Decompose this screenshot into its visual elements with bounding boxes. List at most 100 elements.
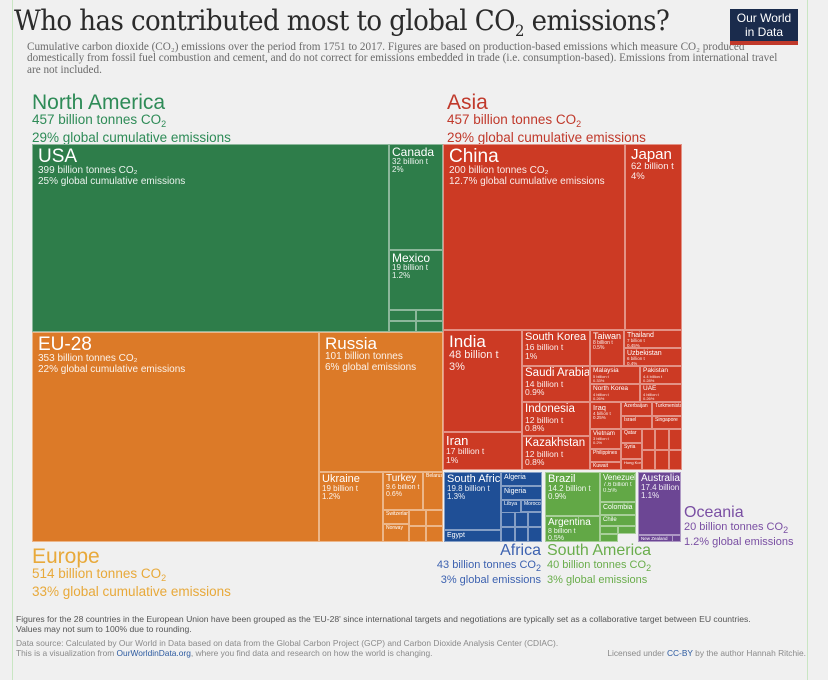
treemap-cell-ukraine[interactable]: Ukraine 19 billion t 1.2%: [319, 472, 383, 542]
treemap-cell-russia[interactable]: Russia 101 billion tonnes 6% global emissi…: [319, 332, 443, 472]
treemap-cell-uae[interactable]: UAE 4 billion t 0.26%: [640, 384, 682, 402]
cell-value: 17.4 billion t: [641, 483, 681, 492]
cell-share: 0.26%: [643, 395, 655, 401]
treemap-cell-small-country[interactable]: [618, 526, 636, 534]
treemap-cell-vietnam[interactable]: Vietnam 3 billion t 0.2%: [590, 429, 621, 449]
treemap-cell-switzerland[interactable]: Switzerland: [383, 510, 409, 524]
cell-country-name: Azerbaijan: [624, 403, 648, 409]
treemap-cell-small-country[interactable]: [416, 321, 443, 332]
treemap-cell-nigeria[interactable]: Nigeria: [501, 486, 542, 500]
treemap-cell-mexico[interactable]: Mexico 19 billion t 1.2%: [389, 250, 443, 310]
cc-by-link[interactable]: CC-BY: [666, 648, 693, 658]
treemap-cell-south-africa[interactable]: South Africa 19.8 billion t 1.3%: [444, 472, 501, 530]
treemap-cell-canada[interactable]: Canada 32 billion t 2%: [389, 144, 443, 250]
treemap-cell-india[interactable]: India 48 billion t 3%: [443, 330, 522, 432]
treemap-cell-small-country[interactable]: [668, 449, 682, 470]
treemap-cell-small-country[interactable]: [528, 527, 542, 542]
region-name: Oceania: [684, 504, 744, 521]
treemap-cell-colombia[interactable]: Colombia: [600, 502, 636, 515]
cell-country-name: Russia: [325, 334, 377, 353]
treemap-cell-iran[interactable]: Iran 17 billion t 1%: [443, 432, 522, 470]
treemap-cell-chile[interactable]: Chile: [600, 515, 636, 526]
treemap-cell-small-country[interactable]: [501, 512, 515, 527]
treemap-cell-small-country[interactable]: [672, 535, 681, 542]
treemap-cell-norway[interactable]: Norway: [383, 524, 409, 542]
cell-country-name: South Africa: [447, 473, 501, 485]
treemap-cell-indonesia[interactable]: Indonesia 12 billion t 0.8%: [522, 402, 590, 436]
cell-country-name: Philippines: [593, 450, 618, 456]
treemap-cell-south-korea[interactable]: South Korea 16 billion t 1%: [522, 330, 590, 366]
treemap-cell-small-country[interactable]: [389, 321, 416, 332]
treemap-cell-usa[interactable]: USA 399 billion tonnes CO₂ 25% global cumu…: [32, 144, 389, 332]
treemap-cell-north-korea[interactable]: North Korea 4 billion t 0.26%: [590, 384, 640, 402]
treemap-cell-israel[interactable]: Israel: [621, 416, 652, 429]
region-label-asia: Asia 457 billion tonnes CO2 29% global c…: [447, 92, 646, 145]
region-name: Europe: [32, 545, 100, 568]
treemap-cell-kazakhstan[interactable]: Kazakhstan 12 billion t 0.8%: [522, 436, 590, 470]
treemap-cell-small-country[interactable]: [426, 510, 443, 526]
treemap-cell-small-country[interactable]: [514, 512, 529, 527]
treemap-cell-small-country[interactable]: [655, 429, 669, 450]
treemap-cell-turkmenistan[interactable]: Turkmenistan: [652, 402, 682, 416]
treemap-cell-philippines[interactable]: Philippines: [590, 449, 621, 462]
treemap-cell-kuwait[interactable]: Kuwait: [590, 462, 621, 470]
owid-logo[interactable]: Our World in Data: [730, 9, 798, 45]
treemap-cell-algeria[interactable]: Algeria: [501, 472, 542, 486]
treemap-cell-thailand[interactable]: Thailand 7 billion t 0.45%: [624, 330, 682, 348]
treemap-cell-small-country[interactable]: [514, 527, 529, 542]
treemap-cell-morocco[interactable]: Morocco: [521, 500, 542, 512]
cell-country-name: Qatar: [624, 430, 637, 436]
treemap-cell-taiwan[interactable]: Taiwan 8 billion t 0.5%: [590, 330, 624, 366]
treemap-cell-hong-kong[interactable]: Hong Kong: [621, 459, 642, 470]
cell-country-name: Indonesia: [525, 403, 575, 415]
title-subscript: 2: [514, 21, 524, 40]
treemap-cell-iraq[interactable]: Iraq 4 billion t 0.25%: [590, 402, 621, 429]
cell-value: 14 billion t: [525, 378, 564, 389]
treemap-cell-small-country[interactable]: [409, 510, 426, 526]
treemap-cell-argentina[interactable]: Argentina 8 billion t 0.5%: [545, 516, 600, 542]
treemap-cell-small-country[interactable]: [642, 429, 656, 450]
treemap-cell-japan[interactable]: Japan 62 billion t 4%: [625, 144, 682, 330]
cell-country-name: Chile: [603, 517, 617, 523]
cell-share: 1%: [446, 454, 459, 465]
treemap-cell-singapore[interactable]: Singapore: [652, 416, 682, 429]
treemap-cell-pakistan[interactable]: Pakistan 4.4 billion t 0.28%: [640, 366, 682, 384]
cell-country-name: Iran: [446, 433, 469, 448]
treemap-cell-syria[interactable]: Syria: [621, 443, 642, 459]
cell-value: 17 billion t: [446, 446, 485, 456]
treemap-cell-eu-28[interactable]: EU-28 353 billion tonnes CO₂ 22% global cu…: [32, 332, 319, 542]
treemap-cell-brazil[interactable]: Brazil 14.2 billion t 0.9%: [545, 472, 600, 516]
treemap-cell-small-country[interactable]: [655, 449, 669, 470]
treemap-cell-small-country[interactable]: [528, 512, 542, 527]
treemap-cell-azerbaijan[interactable]: Azerbaijan: [621, 402, 652, 416]
treemap-cell-small-country[interactable]: [409, 526, 426, 542]
treemap-cell-belarus[interactable]: Belarus: [423, 472, 443, 510]
cell-country-name: Kazakhstan: [525, 437, 586, 449]
treemap-cell-small-country[interactable]: [426, 526, 443, 542]
cell-value: 8 billion t: [548, 528, 576, 535]
treemap-cell-saudi-arabia[interactable]: Saudi Arabia 14 billion t 0.9%: [522, 366, 590, 402]
cell-share: 22% global cumulative emissions: [38, 363, 186, 375]
treemap-cell-small-country[interactable]: [668, 429, 682, 450]
treemap-cell-small-country[interactable]: [600, 526, 618, 534]
treemap-cell-turkey[interactable]: Turkey 9.6 billion t 0.6%: [383, 472, 423, 510]
treemap-cell-small-country[interactable]: [416, 310, 443, 321]
cell-country-name: USA: [38, 146, 78, 167]
treemap-cell-small-country[interactable]: [600, 534, 618, 542]
treemap-cell-australia[interactable]: Australia 17.4 billion t 1.1%: [638, 472, 681, 535]
region-value: 457 billion tonnes CO2: [447, 112, 582, 130]
treemap-cell-small-country[interactable]: [642, 449, 656, 470]
cell-country-name: Singapore: [655, 417, 678, 423]
cell-country-name: Uzbekistan: [627, 350, 662, 357]
treemap-cell-egypt[interactable]: Egypt: [444, 530, 501, 542]
treemap-cell-qatar[interactable]: Qatar: [621, 429, 642, 443]
owid-link[interactable]: OurWorldinData.org: [116, 648, 191, 658]
treemap-cell-uzbekistan[interactable]: Uzbekistan 6 billion t 0.4%: [624, 348, 682, 366]
treemap-cell-small-country[interactable]: [501, 527, 515, 542]
cell-value: 399 billion tonnes CO₂: [38, 165, 138, 176]
treemap-cell-malaysia[interactable]: Malaysia 5 billion t 0.33%: [590, 366, 640, 384]
cell-value: 5 billion t: [593, 373, 609, 379]
treemap-cell-china[interactable]: China 200 billion tonnes CO₂ 12.7% global …: [443, 144, 625, 330]
treemap-cell-venezuela[interactable]: Venezuela7.6 billion t0.5%: [600, 472, 636, 502]
treemap-cell-small-country[interactable]: [389, 310, 416, 321]
